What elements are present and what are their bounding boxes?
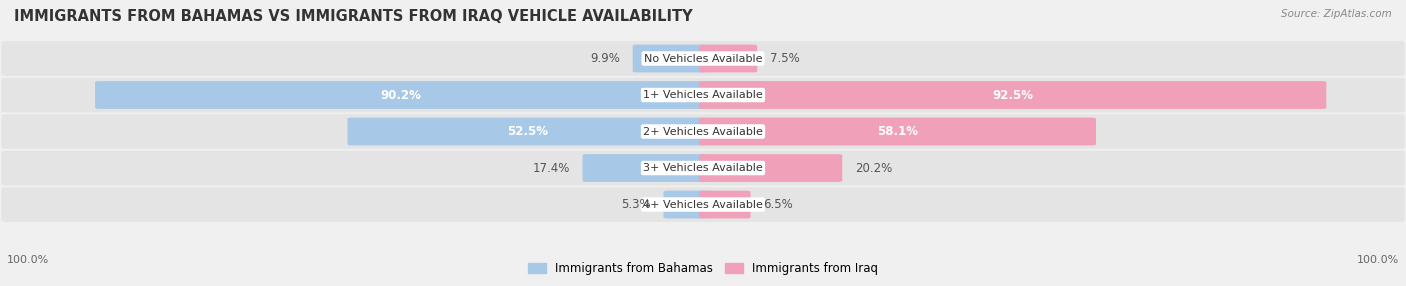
Text: No Vehicles Available: No Vehicles Available: [644, 53, 762, 63]
Text: 17.4%: 17.4%: [533, 162, 569, 174]
Text: 5.3%: 5.3%: [621, 198, 651, 211]
FancyBboxPatch shape: [699, 45, 758, 72]
FancyBboxPatch shape: [699, 118, 1097, 145]
Text: 58.1%: 58.1%: [877, 125, 918, 138]
Text: 6.5%: 6.5%: [763, 198, 793, 211]
Text: 90.2%: 90.2%: [381, 88, 422, 102]
Text: 1+ Vehicles Available: 1+ Vehicles Available: [643, 90, 763, 100]
Text: 2+ Vehicles Available: 2+ Vehicles Available: [643, 126, 763, 136]
FancyBboxPatch shape: [699, 191, 751, 219]
Text: Source: ZipAtlas.com: Source: ZipAtlas.com: [1281, 9, 1392, 19]
Text: 52.5%: 52.5%: [506, 125, 548, 138]
FancyBboxPatch shape: [699, 81, 1326, 109]
FancyBboxPatch shape: [1, 187, 1405, 222]
Text: 4+ Vehicles Available: 4+ Vehicles Available: [643, 200, 763, 210]
FancyBboxPatch shape: [1, 151, 1405, 185]
FancyBboxPatch shape: [582, 154, 707, 182]
FancyBboxPatch shape: [1, 114, 1405, 149]
FancyBboxPatch shape: [699, 154, 842, 182]
Text: 92.5%: 92.5%: [993, 88, 1033, 102]
FancyBboxPatch shape: [664, 191, 707, 219]
FancyBboxPatch shape: [1, 78, 1405, 112]
Text: 20.2%: 20.2%: [855, 162, 893, 174]
Text: 7.5%: 7.5%: [770, 52, 800, 65]
Text: 100.0%: 100.0%: [1357, 255, 1399, 265]
Text: 100.0%: 100.0%: [7, 255, 49, 265]
Text: IMMIGRANTS FROM BAHAMAS VS IMMIGRANTS FROM IRAQ VEHICLE AVAILABILITY: IMMIGRANTS FROM BAHAMAS VS IMMIGRANTS FR…: [14, 9, 693, 23]
FancyBboxPatch shape: [96, 81, 707, 109]
FancyBboxPatch shape: [633, 45, 707, 72]
Text: 9.9%: 9.9%: [591, 52, 620, 65]
FancyBboxPatch shape: [347, 118, 707, 145]
Text: 3+ Vehicles Available: 3+ Vehicles Available: [643, 163, 763, 173]
FancyBboxPatch shape: [1, 41, 1405, 76]
Legend: Immigrants from Bahamas, Immigrants from Iraq: Immigrants from Bahamas, Immigrants from…: [523, 258, 883, 280]
